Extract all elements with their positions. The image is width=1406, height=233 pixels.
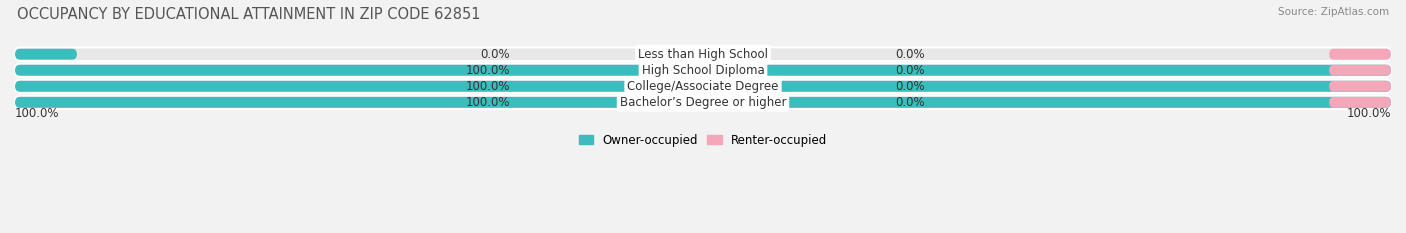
- FancyBboxPatch shape: [15, 96, 1391, 109]
- Text: 100.0%: 100.0%: [465, 64, 510, 77]
- FancyBboxPatch shape: [15, 47, 1391, 61]
- Text: Source: ZipAtlas.com: Source: ZipAtlas.com: [1278, 7, 1389, 17]
- FancyBboxPatch shape: [1329, 49, 1391, 60]
- FancyBboxPatch shape: [15, 79, 1391, 93]
- Text: High School Diploma: High School Diploma: [641, 64, 765, 77]
- FancyBboxPatch shape: [15, 63, 1391, 77]
- FancyBboxPatch shape: [15, 65, 1391, 76]
- Text: 0.0%: 0.0%: [896, 96, 925, 109]
- FancyBboxPatch shape: [1329, 97, 1391, 108]
- Text: 100.0%: 100.0%: [465, 80, 510, 93]
- FancyBboxPatch shape: [15, 97, 1391, 108]
- FancyBboxPatch shape: [15, 81, 1391, 92]
- FancyBboxPatch shape: [1329, 65, 1391, 76]
- Text: 100.0%: 100.0%: [465, 96, 510, 109]
- Text: 0.0%: 0.0%: [896, 48, 925, 61]
- Legend: Owner-occupied, Renter-occupied: Owner-occupied, Renter-occupied: [579, 134, 827, 147]
- Text: Bachelor’s Degree or higher: Bachelor’s Degree or higher: [620, 96, 786, 109]
- Text: 100.0%: 100.0%: [15, 107, 59, 120]
- Text: College/Associate Degree: College/Associate Degree: [627, 80, 779, 93]
- FancyBboxPatch shape: [1329, 81, 1391, 92]
- Text: Less than High School: Less than High School: [638, 48, 768, 61]
- Text: 0.0%: 0.0%: [481, 48, 510, 61]
- Text: 100.0%: 100.0%: [1347, 107, 1391, 120]
- FancyBboxPatch shape: [15, 49, 77, 60]
- Text: OCCUPANCY BY EDUCATIONAL ATTAINMENT IN ZIP CODE 62851: OCCUPANCY BY EDUCATIONAL ATTAINMENT IN Z…: [17, 7, 481, 22]
- Text: 0.0%: 0.0%: [896, 64, 925, 77]
- Text: 0.0%: 0.0%: [896, 80, 925, 93]
